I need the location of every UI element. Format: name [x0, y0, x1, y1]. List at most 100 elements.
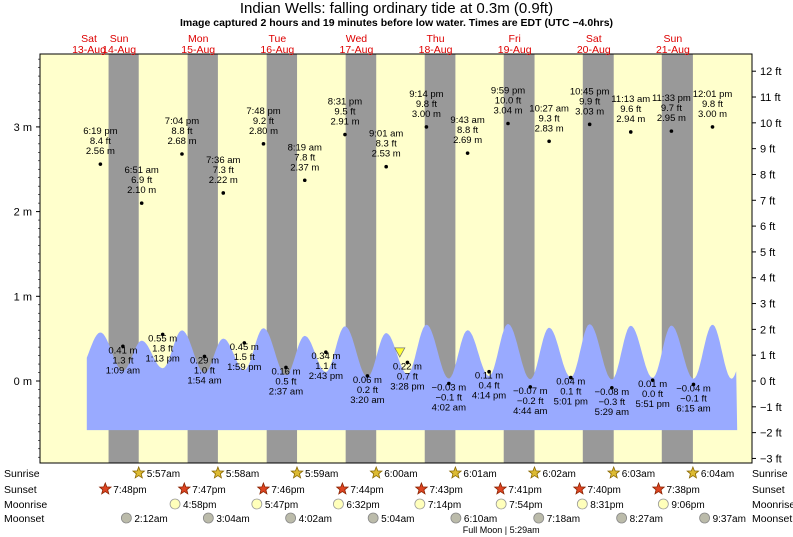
day-name: Mon — [188, 33, 209, 45]
moonrise-time: 6:32pm — [346, 500, 379, 511]
high-tide-text: 10:27 am — [529, 103, 569, 114]
day-date: 16-Aug — [260, 44, 294, 56]
sunrise-icon — [211, 465, 225, 479]
moonset-time: 4:02am — [299, 514, 332, 525]
high-tide-text: 8.8 ft — [457, 125, 478, 136]
low-tide-text: −0.04 m — [676, 383, 711, 394]
high-tide-label: 12:01 pm9.8 ft3.00 m — [693, 89, 733, 120]
high-tide-label: 10:45 pm9.9 ft3.03 m — [570, 86, 610, 117]
row-label-right: Sunrise — [752, 468, 788, 480]
sunrise-time: 5:57am — [147, 469, 180, 480]
low-tide-point — [650, 378, 655, 382]
sunrise-time: 6:01am — [463, 469, 496, 480]
day-date: 15-Aug — [181, 44, 215, 56]
low-tide-text: 3:28 pm — [390, 381, 424, 392]
low-tide-label: −0.04 m−0.1 ft6:15 am — [676, 383, 711, 414]
high-tide-label: 7:04 pm8.8 ft2.68 m — [165, 116, 199, 147]
right-axis-label: 6 ft — [760, 221, 775, 233]
low-tide-text: −0.2 ft — [517, 396, 544, 407]
moonrise-icon — [169, 498, 181, 510]
row-label-right: Sunset — [752, 484, 785, 496]
high-tide-text: 7:48 pm — [246, 106, 280, 117]
plot-frame — [39, 53, 753, 464]
high-tide-point — [221, 191, 226, 195]
right-axis-label: 8 ft — [760, 169, 775, 181]
moonrise-time: 8:31pm — [590, 500, 623, 511]
low-tide-text: −0.07 m — [513, 386, 548, 397]
left-axis-label: 0 m — [14, 376, 32, 388]
moonset-time: 8:27am — [630, 514, 663, 525]
sunset-time: 7:43pm — [429, 485, 462, 496]
low-tide-point — [284, 365, 288, 370]
sunrise-time: 5:58am — [226, 469, 259, 480]
low-tide-text: 0.0 ft — [642, 389, 663, 400]
moonset-icon — [202, 512, 214, 524]
moonset-time: 3:04am — [216, 514, 249, 525]
high-tide-text: 3.03 m — [575, 106, 604, 117]
low-tide-text: 5:51 pm — [635, 399, 669, 410]
low-tide-point — [121, 344, 125, 349]
sunset-icon — [256, 481, 271, 495]
left-axis-label: 2 m — [14, 207, 32, 219]
sunset-time: 7:47pm — [192, 485, 225, 496]
high-tide-point — [628, 130, 633, 134]
high-tide-text: 9.8 ft — [702, 99, 723, 110]
day-name: Sun — [664, 33, 683, 45]
high-tide-point — [547, 139, 551, 144]
low-tide-text: 0.01 m — [638, 379, 667, 390]
high-tide-text: 8:19 am — [288, 142, 322, 153]
low-tide-label: 0.34 m1.1 ft2:43 pm — [309, 351, 343, 382]
high-tide-point — [180, 152, 184, 156]
sunrise-icon — [527, 465, 542, 479]
sunset-time: 7:44pm — [350, 485, 383, 496]
low-tide-text: 0.1 ft — [560, 387, 581, 398]
low-tide-label: 0.22 m0.7 ft3:28 pm — [390, 361, 424, 392]
low-tide-point — [568, 375, 573, 380]
high-tide-text: 6.9 ft — [131, 175, 152, 186]
moonrise-time: 7:54pm — [509, 500, 542, 511]
high-tide-text: 9.3 ft — [539, 113, 560, 124]
high-tide-text: 9:01 am — [369, 129, 403, 140]
high-tide-text: 3.04 m — [493, 106, 522, 117]
low-tide-point — [365, 374, 370, 378]
right-axis-label: 11 ft — [760, 92, 781, 104]
high-tide-text: 7:36 am — [206, 155, 240, 166]
low-tide-label: 0.45 m1.5 ft1:59 pm — [227, 342, 261, 373]
moonrise-time: 7:14pm — [428, 500, 461, 511]
high-tide-text: 9.5 ft — [334, 107, 355, 118]
right-axis-label: 5 ft — [760, 247, 775, 259]
day-date: 21-Aug — [656, 44, 690, 56]
sunrise-icon — [448, 465, 463, 479]
moonset-icon — [450, 512, 462, 524]
high-tide-label: 9:01 am8.3 ft2.53 m — [369, 129, 403, 160]
right-axis-label: 2 ft — [760, 324, 775, 336]
high-tide-label: 6:19 pm8.4 ft2.56 m — [83, 126, 117, 157]
high-tide-text: 2.80 m — [249, 126, 278, 137]
high-tide-label: 8:19 am7.8 ft2.37 m — [288, 142, 322, 173]
low-tide-text: 0.7 ft — [397, 371, 418, 382]
low-tide-text: 0.04 m — [556, 377, 585, 388]
sunset-icon — [414, 481, 429, 495]
high-tide-point — [139, 201, 144, 205]
high-tide-label: 10:27 am9.3 ft2.83 m — [529, 103, 569, 134]
low-tide-text: 1:59 pm — [227, 362, 261, 373]
low-tide-label: 0.29 m1.0 ft1:54 am — [187, 355, 221, 386]
high-tide-label: 8:31 pm9.5 ft2.91 m — [328, 97, 362, 128]
moonset-icon — [120, 512, 132, 524]
day-date: 20-Aug — [577, 44, 611, 56]
high-tide-text: 2.69 m — [453, 135, 482, 146]
low-tide-label: 0.55 m1.8 ft1:13 pm — [146, 333, 180, 364]
sunrise-icon — [606, 465, 621, 479]
high-tide-label: 6:51 am6.9 ft2.10 m — [125, 165, 159, 196]
high-tide-text: 6:51 am — [125, 165, 159, 176]
high-tide-text: 8:31 pm — [328, 97, 362, 108]
high-tide-text: 9.8 ft — [416, 99, 437, 110]
low-tide-text: 0.06 m — [353, 375, 382, 386]
low-tide-text: 4:02 am — [432, 403, 466, 414]
high-tide-point — [384, 164, 388, 169]
day-name: Sat — [81, 33, 97, 45]
moonrise-time: 5:47pm — [265, 500, 298, 511]
high-tide-text: 9.9 ft — [579, 96, 600, 107]
day-name: Wed — [346, 33, 368, 45]
